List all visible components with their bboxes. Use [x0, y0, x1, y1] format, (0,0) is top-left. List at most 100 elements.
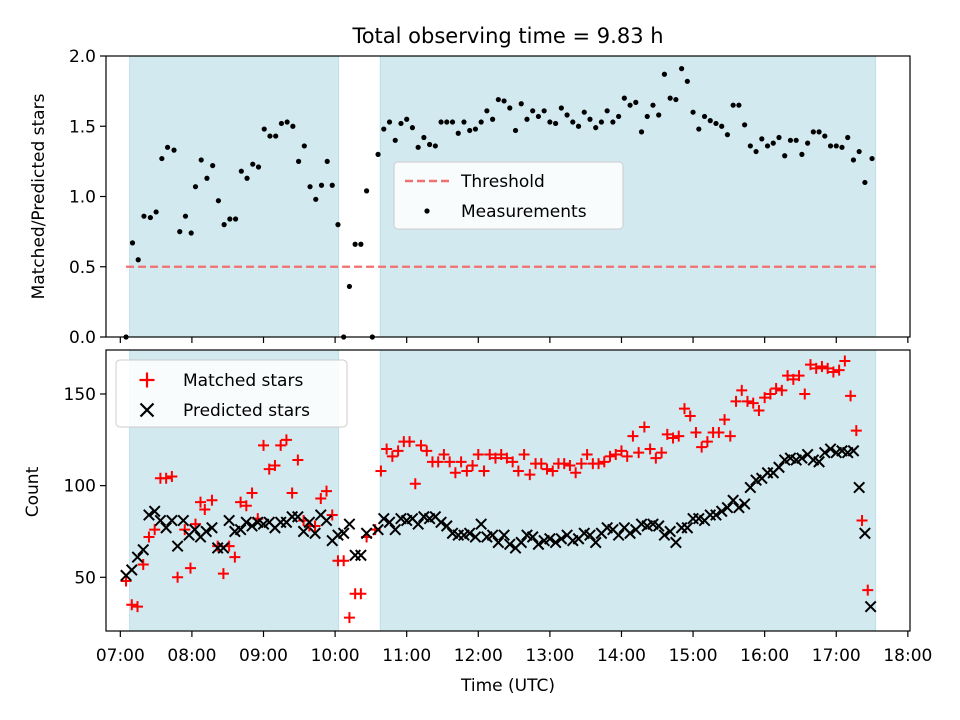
matched-star-marker — [484, 448, 496, 460]
measurement-point — [530, 108, 536, 114]
predicted-star-marker — [148, 505, 161, 518]
matched-star-marker — [149, 524, 161, 536]
predicted-star-marker — [858, 527, 871, 540]
measurement-point — [444, 119, 450, 125]
measurement-point — [427, 141, 433, 148]
measurement-point — [782, 153, 788, 159]
predicted-star-marker — [246, 520, 258, 532]
matched-star-marker — [432, 456, 444, 468]
observing-window-shading — [129, 349, 877, 632]
y-tick-label: 50 — [74, 568, 96, 588]
matched-star-marker — [258, 439, 270, 451]
measurement-point — [512, 127, 519, 134]
measurement-point — [753, 148, 759, 155]
measurement-point — [701, 113, 708, 120]
predicted-star-marker — [372, 523, 384, 536]
measurement-point — [147, 214, 153, 221]
measurement-point — [667, 95, 673, 101]
measurement-point — [679, 66, 685, 72]
measurement-point — [198, 157, 204, 163]
predicted-star-marker — [435, 516, 447, 529]
predicted-star-marker — [773, 461, 785, 474]
matched-star-marker — [810, 362, 822, 374]
predicted-star-marker — [354, 549, 367, 562]
matched-star-marker — [275, 439, 287, 451]
predicted-star-marker — [824, 443, 837, 455]
measurement-point — [724, 132, 731, 138]
matched-star-marker — [850, 425, 862, 437]
matched-star-marker — [409, 478, 421, 490]
matched-star-marker — [421, 445, 433, 457]
predicted-star-marker — [589, 536, 602, 549]
matched-star-marker — [822, 362, 834, 374]
measurement-point — [661, 71, 668, 77]
count-panel-frame — [105, 349, 911, 632]
matched-star-marker — [315, 492, 327, 504]
measurement-point — [696, 126, 702, 132]
measurement-point — [227, 216, 233, 222]
measurement-point — [564, 112, 570, 118]
predicted-star-marker — [234, 523, 247, 536]
predicted-star-marker — [710, 509, 722, 521]
predicted-star-marker — [469, 531, 482, 543]
measurement-point — [432, 143, 438, 149]
measurement-point — [656, 112, 662, 118]
measurement-point — [587, 116, 593, 122]
predicted-star-marker — [681, 521, 694, 534]
matched-star-marker — [661, 428, 673, 440]
measurement-point — [255, 164, 262, 170]
matched-star-marker — [286, 487, 298, 499]
measurement-point — [215, 198, 222, 204]
matched-star-marker — [581, 448, 593, 460]
measurement-point — [759, 136, 765, 142]
ratio-legend-box — [393, 161, 624, 230]
predicted-star-marker — [143, 509, 155, 521]
predicted-star-marker — [715, 505, 728, 518]
predicted-star-marker — [320, 514, 333, 527]
matched-star-marker — [541, 463, 553, 475]
measurement-point — [381, 126, 387, 132]
predicted-star-marker — [131, 551, 144, 564]
predicted-star-marker — [303, 516, 316, 529]
matched-star-marker — [558, 458, 570, 470]
measurement-point — [518, 101, 524, 107]
measurement-point — [776, 134, 782, 141]
predicted-stars-legend-label: Predicted stars — [183, 401, 310, 421]
matched-star-marker — [343, 612, 355, 624]
matched-star-marker — [862, 584, 874, 596]
measurement-point — [816, 129, 822, 135]
predicted-star-marker — [847, 444, 860, 457]
measurement-point — [313, 196, 319, 202]
measurement-point — [644, 113, 650, 120]
matched-star-marker — [845, 390, 857, 402]
predicted-star-marker — [744, 481, 757, 494]
measurement-point — [210, 162, 216, 169]
matched-star-marker — [512, 465, 524, 477]
predicted-star-marker — [532, 538, 545, 551]
measurement-point — [575, 123, 582, 129]
matched-star-marker — [696, 441, 708, 453]
measurement-point — [141, 213, 147, 219]
measurement-point — [593, 125, 599, 131]
matched-star-marker — [724, 430, 736, 442]
predicted-star-marker — [526, 531, 539, 543]
measurement-point — [747, 143, 753, 149]
matched-star-marker — [309, 520, 321, 532]
matched-star-marker — [673, 430, 685, 442]
measurement-point — [764, 143, 771, 149]
measurement-point — [398, 120, 404, 127]
predicted-star-marker — [503, 538, 516, 551]
matched-star-marker — [206, 494, 218, 506]
matched-star-marker — [172, 571, 184, 583]
measurement-point — [730, 102, 736, 108]
measurement-point — [638, 129, 645, 135]
matched-star-marker — [449, 467, 461, 479]
y-tick-label: 1.0 — [69, 188, 96, 208]
predicted-star-marker — [584, 529, 596, 542]
matched-star-marker — [593, 458, 605, 470]
matched-star-marker — [713, 426, 725, 438]
matched-star-marker — [684, 410, 696, 422]
measurement-point — [221, 222, 227, 228]
matched-star-marker — [392, 445, 404, 457]
